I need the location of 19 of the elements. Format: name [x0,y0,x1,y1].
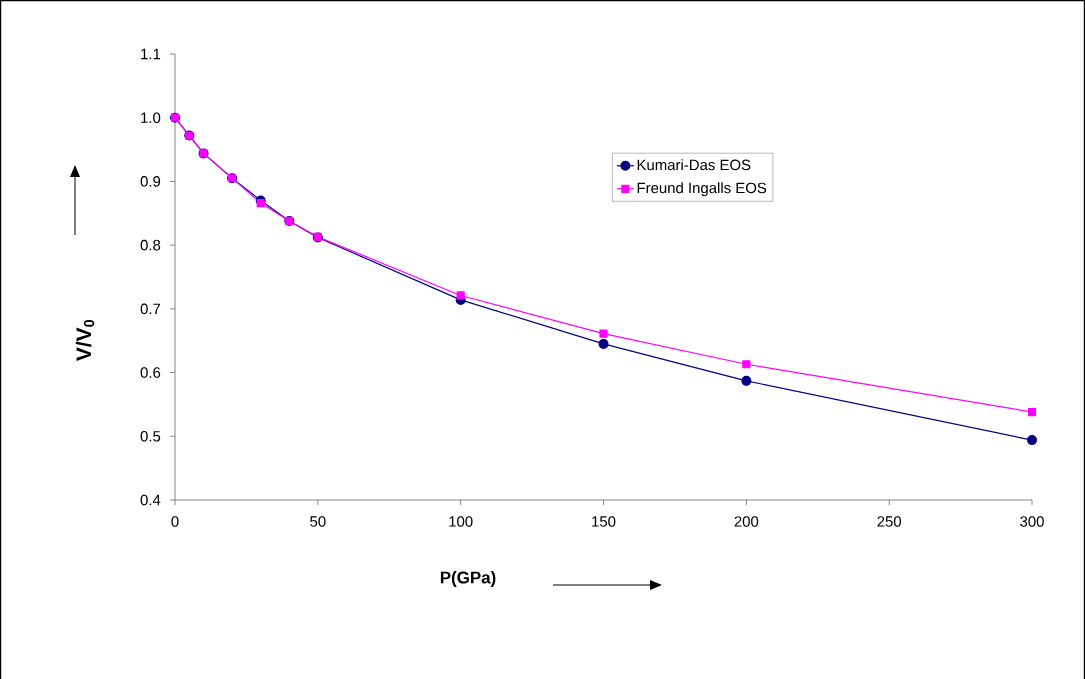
x-axis-title: P(GPa) [440,571,496,587]
x-tick-label: 100 [449,516,473,527]
x-tick-label: 200 [734,516,759,527]
legend-label: Kumari-Das EOS [637,159,751,171]
y-tick-label: 0.4 [140,494,161,506]
y-tick-label: 0.8 [140,239,161,251]
y-tick-label: 1.0 [141,112,161,123]
x-tick-label: 0 [171,516,179,527]
legend-label: Freund Ingalls EOS [637,182,767,197]
y-tick-label: 0.5 [140,430,161,442]
y-tick-label: 0.9 [140,176,161,187]
y-tick-label: 1.1 [141,48,161,60]
y-tick-label: 0.7 [140,303,161,315]
y-axis-title: V/V$_{0}$ [75,319,95,362]
x-tick-label: 50 [310,516,326,527]
x-tick-label: 150 [592,516,616,527]
x-tick-label: 300 [1020,516,1044,527]
x-tick-label: 250 [877,516,902,527]
y-tick-label: 0.6 [140,367,161,378]
